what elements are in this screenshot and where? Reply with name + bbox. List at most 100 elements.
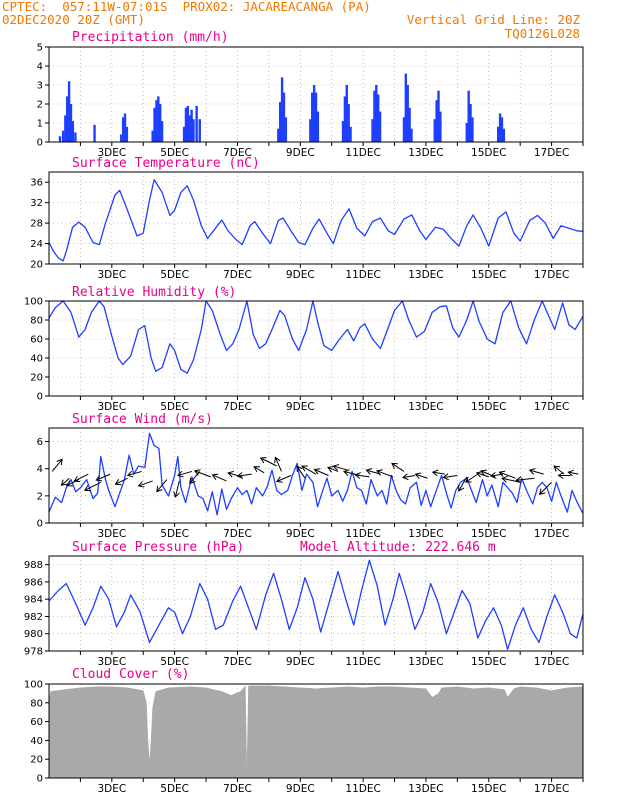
panel0-xtick-label: 9DEC bbox=[286, 147, 315, 159]
wind-arrow bbox=[327, 466, 339, 472]
precip-bar bbox=[471, 117, 474, 142]
panel0-xtick-label: 11DEC bbox=[345, 147, 380, 159]
wind-arrow-head bbox=[391, 462, 398, 469]
precip-bar bbox=[184, 107, 188, 142]
panel2-xtick-label: 15DEC bbox=[471, 401, 506, 413]
wind-arrow-head bbox=[431, 469, 439, 477]
panel2-xtick-label: 17DEC bbox=[534, 401, 569, 413]
wind-arrow-head bbox=[442, 473, 449, 481]
panel4-xtick-label: 17DEC bbox=[534, 656, 569, 668]
wind-arrow-head bbox=[557, 472, 564, 479]
wind-arrow-head bbox=[528, 468, 536, 475]
wind-arrow bbox=[296, 465, 306, 479]
wind-arrow bbox=[402, 475, 416, 478]
wind-arrow bbox=[432, 471, 445, 475]
wind-arrow-head bbox=[95, 475, 103, 482]
wind-arrow-head bbox=[376, 469, 383, 476]
precip-bar bbox=[410, 128, 413, 142]
panel5-ytick-label: 60 bbox=[30, 717, 43, 728]
panel4-xtick-label: 3DEC bbox=[97, 656, 126, 668]
precip-bar bbox=[309, 119, 312, 142]
wind-arrow bbox=[443, 475, 458, 478]
precip-bar bbox=[186, 105, 190, 142]
panel4-xtick-label: 9DEC bbox=[286, 656, 315, 668]
precip-bar bbox=[188, 115, 191, 142]
wind-arrow-head bbox=[173, 491, 180, 498]
precip-bar bbox=[67, 81, 71, 142]
precip-bar bbox=[195, 105, 198, 142]
wind-arrow-head bbox=[553, 465, 560, 472]
panel1-xtick-label: 7DEC bbox=[223, 269, 252, 281]
precip-bar bbox=[469, 104, 472, 142]
panel2-ytick-label: 0 bbox=[37, 392, 43, 403]
header-date: 02DEC2020 20Z (GMT) bbox=[2, 12, 145, 27]
wind-arrow bbox=[156, 479, 168, 492]
precip-bar bbox=[192, 119, 195, 142]
wind-arrow bbox=[61, 477, 70, 486]
wind-arrow bbox=[115, 477, 128, 485]
wind-arrow bbox=[366, 469, 381, 475]
wind-arrow bbox=[415, 473, 428, 479]
wind-arrow-head bbox=[56, 458, 63, 466]
wind-arrow-head bbox=[227, 470, 234, 478]
panel3-series-line bbox=[48, 432, 584, 516]
wind-arrow bbox=[138, 480, 153, 487]
wind-arrow bbox=[174, 480, 180, 498]
panel1-ytick-label: 28 bbox=[30, 219, 43, 230]
panel5-ytick-label: 0 bbox=[37, 774, 43, 785]
panel5-xtick-label: 13DEC bbox=[408, 783, 443, 795]
panel3-xtick-label: 17DEC bbox=[534, 528, 569, 540]
panel4-ytick-label: 982 bbox=[24, 612, 43, 623]
precip-bar bbox=[435, 100, 438, 142]
panel5-xtick-label: 3DEC bbox=[97, 783, 126, 795]
panel1-ytick-label: 32 bbox=[30, 198, 43, 209]
precip-bar bbox=[316, 111, 320, 142]
wind-arrow bbox=[502, 477, 521, 483]
precip-bar bbox=[280, 77, 284, 142]
precip-bar bbox=[314, 92, 318, 142]
wind-arrow bbox=[499, 471, 516, 479]
panel5-ytick-label: 40 bbox=[30, 736, 43, 747]
panel0-xtick-label: 5DEC bbox=[160, 147, 189, 159]
precip-bar bbox=[378, 111, 382, 142]
wind-arrow-head bbox=[567, 469, 574, 477]
panel1-xtick-label: 11DEC bbox=[345, 269, 380, 281]
precip-bar bbox=[345, 85, 348, 142]
panel1-ytick-label: 20 bbox=[30, 260, 43, 271]
panel0-frame bbox=[48, 46, 584, 143]
panel4-ytick-label: 978 bbox=[24, 647, 43, 658]
panel2-ytick-label: 100 bbox=[24, 297, 43, 308]
wind-arrow bbox=[74, 473, 89, 482]
precip-bar bbox=[66, 96, 69, 142]
wind-arrow bbox=[253, 466, 265, 474]
panel2-title: Relative Humidity (%) bbox=[72, 285, 236, 300]
panel2-xtick-label: 3DEC bbox=[97, 401, 126, 413]
precip-bar bbox=[433, 119, 436, 142]
wind-arrow-head bbox=[274, 456, 281, 464]
panel5-ytick-label: 20 bbox=[30, 755, 43, 766]
wind-arrow-head bbox=[193, 469, 201, 476]
panel1-xtick-label: 3DEC bbox=[97, 269, 126, 281]
wind-arrow-head bbox=[498, 470, 506, 478]
panel4-ytick-label: 986 bbox=[24, 577, 43, 588]
panel4-annotation: Model Altitude: 222.646 m bbox=[300, 540, 496, 555]
precip-bar bbox=[182, 126, 186, 142]
panel0-ytick-label: 4 bbox=[37, 62, 43, 73]
precip-bar bbox=[402, 117, 406, 142]
wind-arrow bbox=[301, 465, 317, 475]
wind-arrow-head bbox=[65, 480, 73, 487]
panel5-ytick-label: 100 bbox=[24, 680, 43, 691]
precip-bar bbox=[61, 130, 65, 142]
wind-arrow bbox=[237, 473, 252, 477]
panel4-xtick-label: 13DEC bbox=[408, 656, 443, 668]
wind-arrow-head bbox=[343, 469, 350, 476]
wind-arrow-head bbox=[515, 476, 522, 484]
panel1-xtick-label: 17DEC bbox=[534, 269, 569, 281]
panel4-ytick-label: 980 bbox=[24, 629, 43, 640]
wind-arrow-head bbox=[137, 481, 145, 488]
precip-bar bbox=[406, 85, 409, 142]
panel0-ytick-label: 3 bbox=[37, 81, 43, 92]
panel5-xtick-label: 7DEC bbox=[223, 783, 252, 795]
panel2-ytick-label: 80 bbox=[30, 316, 43, 327]
